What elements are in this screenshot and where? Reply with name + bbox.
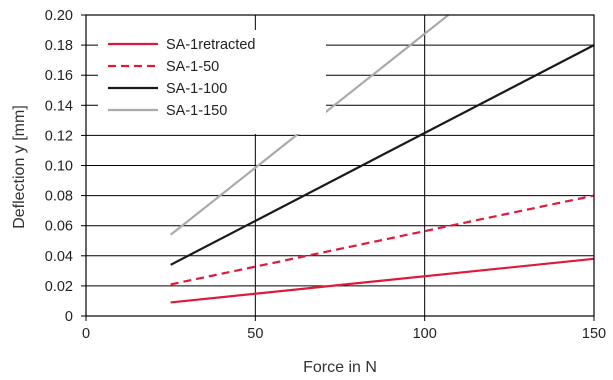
y-tick-label: 0.12 [45,128,73,144]
series-line-SA-1-100 [170,44,595,266]
y-tick-label: 0.20 [45,8,73,24]
y-tick-label: 0.10 [45,159,73,175]
x-tick-label: 50 [247,326,263,342]
x-tick-label: 100 [413,326,437,342]
series-line-SA-1-50 [170,194,595,286]
legend-label: SA-1-50 [166,59,219,75]
y-tick-label: 0.18 [45,38,73,54]
y-tick-label: 0.16 [45,68,73,84]
plot-border [85,14,595,317]
x-tick-label: 0 [82,326,90,342]
legend-label: SA-1-100 [166,81,227,97]
y-tick-label: 0.08 [45,189,73,205]
plot-frame [81,14,595,321]
y-axis-title: Deflection y [mm] [11,105,28,229]
tick-labels: 0 0.02 0.04 0.06 0.08 0.10 0.12 0.14 0.16 0.18 0.2… [45,8,606,342]
series-line-SA-1retracted [170,257,595,304]
legend-label: SA-1retracted [166,37,255,53]
legend: SA-1retracted SA-1-50 SA-1-100 SA-1-150 [98,30,326,134]
y-tick-label: 0.14 [45,98,73,114]
x-tick-label: 150 [582,326,606,342]
y-tick-label: 0 [65,309,73,325]
y-tick-label: 0.06 [45,219,73,235]
y-tick-label: 0.04 [45,249,73,265]
y-tick-label: 0.02 [45,279,73,295]
legend-label: SA-1-150 [166,103,227,119]
legend-background [98,30,326,134]
x-axis-title: Force in N [303,359,377,376]
